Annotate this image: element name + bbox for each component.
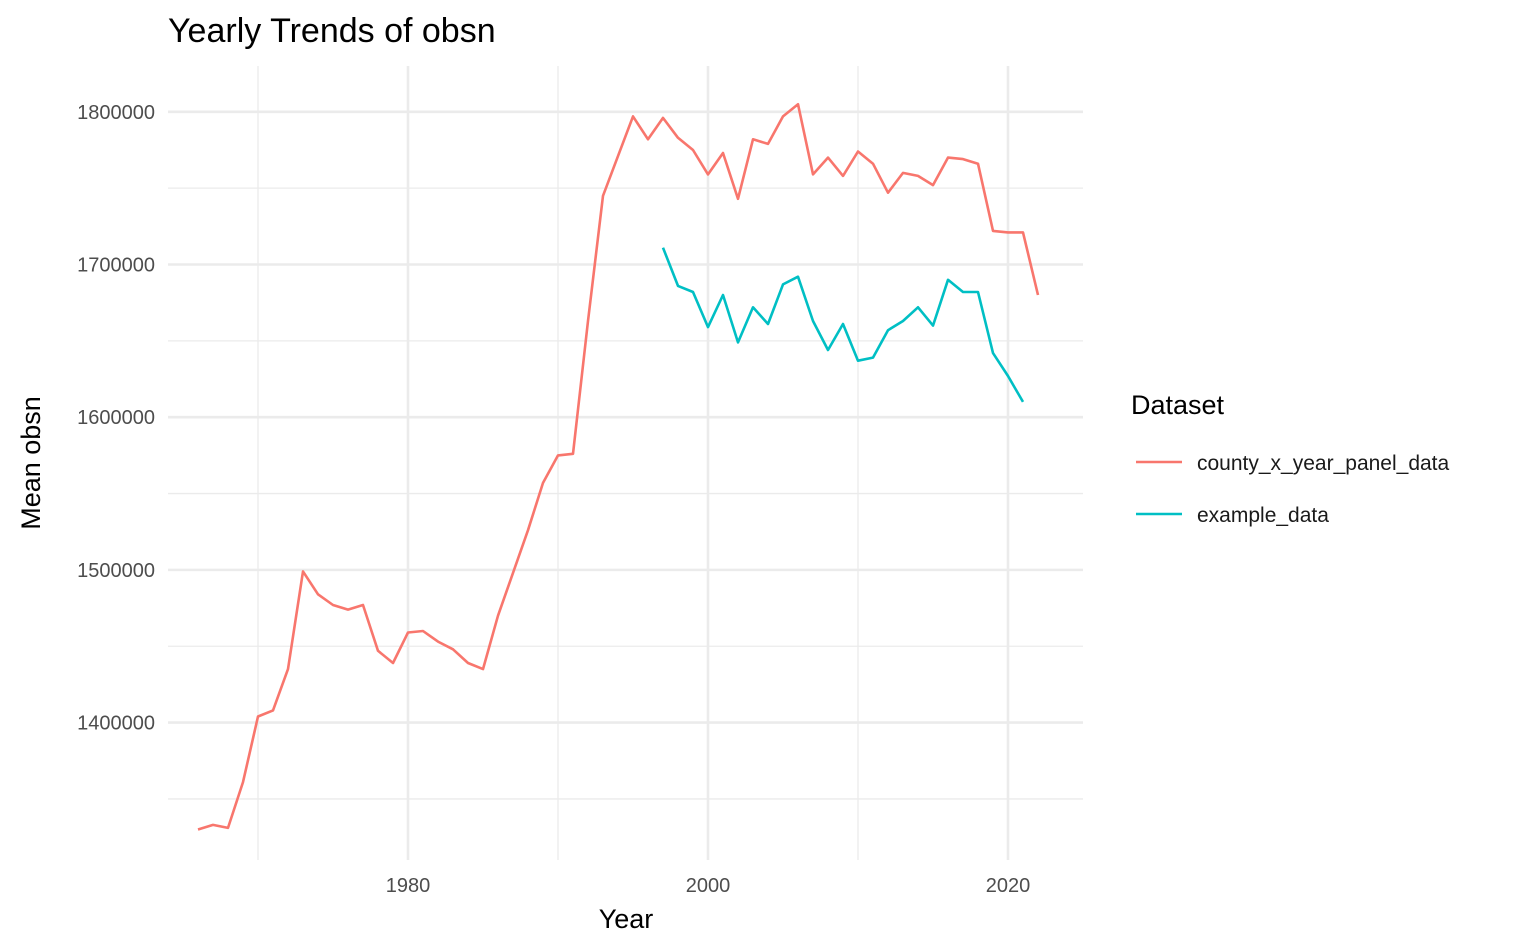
x-tick-label: 2020 [986,875,1031,897]
y-axis-tick-labels: 1400000 1500000 1600000 1700000 1800000 [77,102,155,735]
major-gridlines [168,66,1083,860]
legend-title: Dataset [1131,390,1225,420]
x-tick-label: 1980 [386,875,431,897]
legend-label: county_x_year_panel_data [1197,452,1450,475]
series-line-1 [197,102,1040,831]
legend-label: example_data [1197,504,1329,527]
y-tick-label: 1800000 [77,102,155,124]
y-tick-label: 1600000 [77,407,155,429]
chart-title: Yearly Trends of obsn [168,12,496,50]
series-line-2 [661,247,1025,403]
y-tick-label: 1500000 [77,560,155,582]
y-axis-title: Mean obsn [16,396,46,530]
minor-gridlines [168,66,1083,860]
series-lines [197,102,1040,831]
legend: Dataset county_x_year_panel_data example_… [1131,390,1450,527]
x-axis-tick-labels: 1980 2000 2020 [386,875,1031,897]
y-tick-label: 1700000 [77,255,155,277]
x-axis-title: Year [599,904,654,934]
plot-panel [168,66,1083,860]
legend-items: county_x_year_panel_data example_data [1136,452,1450,527]
x-tick-label: 2000 [686,875,731,897]
y-tick-label: 1400000 [77,713,155,735]
